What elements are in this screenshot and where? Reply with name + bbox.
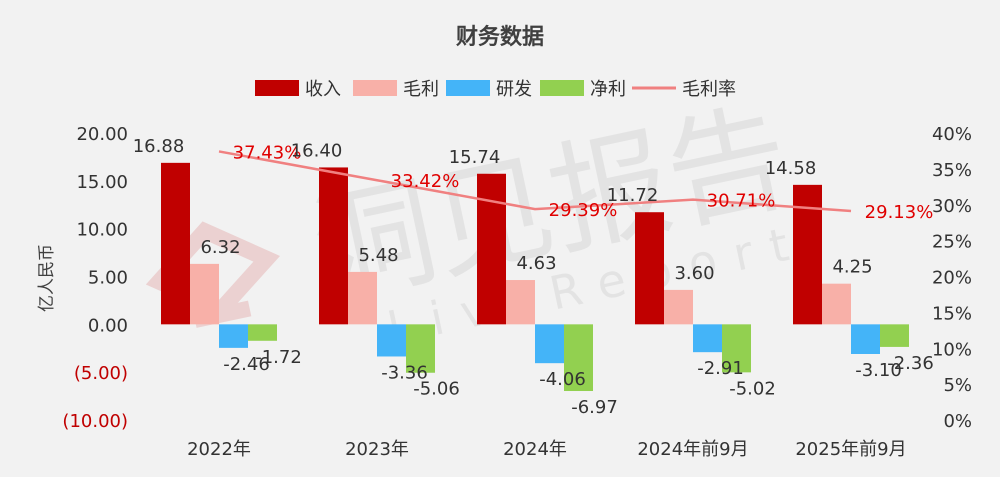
bar-label-0-1: 16.40 <box>291 140 343 161</box>
bar-labels: 16.88 6.32 -2.46-1.72 16.40 5.48 -3.36-5.06 15… <box>133 136 934 418</box>
bar-0-2 <box>477 173 506 325</box>
bar-label-1-2: 4.63 <box>516 253 556 274</box>
right-tick-label: 10% <box>932 339 972 360</box>
bar-2-1 <box>377 324 406 357</box>
left-tick-label: 15.00 <box>76 172 128 193</box>
left-tick-label: (5.00) <box>74 363 128 384</box>
bar-label-0-2: 15.74 <box>449 147 501 168</box>
legend: 收入 毛利 研发 净利 毛利率 <box>255 79 736 100</box>
bar-1-1 <box>348 271 377 325</box>
bar-label-3-4: -2.36 <box>887 353 934 374</box>
margin-label-3: 30.71% <box>707 191 776 212</box>
legend-label-0: 收入 <box>305 79 341 100</box>
bar-0-4 <box>793 184 822 325</box>
bar-label-0-4: 14.58 <box>765 158 817 179</box>
bar-label-2-0: -2.46 <box>223 354 270 375</box>
x-tick-label: 2024年前9月 <box>637 439 748 460</box>
margin-line: 37.43% 33.42% 29.39% 30.71% 29.13% <box>218 142 934 223</box>
bar-0-1 <box>319 167 348 325</box>
x-tick-label: 2023年 <box>345 439 409 460</box>
bar-label-3-3: -5.02 <box>729 378 776 399</box>
margin-line-path <box>218 150 852 213</box>
bar-label-1-4: 4.25 <box>832 257 872 278</box>
bar-label-1-0: 6.32 <box>200 237 240 258</box>
bar-0-3 <box>635 212 664 325</box>
left-tick-label: 0.00 <box>88 315 128 336</box>
right-tick-label: 40% <box>932 124 972 145</box>
chart-title: 财务数据 <box>456 24 544 50</box>
legend-label-3: 净利 <box>590 79 626 100</box>
right-tick-label: 5% <box>943 375 972 396</box>
bar-3-4 <box>880 324 909 347</box>
bar-2-0 <box>219 324 248 348</box>
left-axis-ticks: 20.00 15.00 10.00 5.00 0.00 (5.00) (10.00) <box>62 124 128 432</box>
y-axis-label: 亿人民币 <box>37 244 57 312</box>
left-tick-label: 10.00 <box>76 220 128 241</box>
margin-label-4: 29.13% <box>865 202 934 223</box>
bar-2-2 <box>535 324 564 364</box>
bar-1-4 <box>822 283 851 325</box>
right-tick-label: 35% <box>932 160 972 181</box>
bar-2-3 <box>693 324 722 353</box>
bar-label-3-0: -1.72 <box>255 347 302 368</box>
bar-3-0 <box>248 324 277 341</box>
right-tick-label: 20% <box>932 268 972 289</box>
bar-2-4 <box>851 324 880 354</box>
right-tick-label: 30% <box>932 196 972 217</box>
right-tick-label: 25% <box>932 232 972 253</box>
left-tick-label: 20.00 <box>76 124 128 145</box>
bar-0-0 <box>161 162 190 325</box>
margin-label-2: 29.39% <box>549 200 618 221</box>
bar-1-0 <box>190 263 219 325</box>
bar-label-2-3: -2.91 <box>697 358 744 379</box>
bar-label-2-2: -4.06 <box>539 369 586 390</box>
bar-label-1-3: 3.60 <box>674 263 714 284</box>
left-tick-label: 5.00 <box>88 268 128 289</box>
x-tick-label: 2022年 <box>187 439 251 460</box>
bar-3-3 <box>722 324 751 373</box>
bar-3-1 <box>406 324 435 373</box>
x-axis-labels: 2022年 2023年 2024年 2024年前9月 2025年前9月 <box>187 439 907 460</box>
bar-label-1-1: 5.48 <box>358 245 398 266</box>
right-axis-ticks: 40% 35% 30% 25% 20% 15% 10% 5% 0% <box>932 124 972 432</box>
x-tick-label: 2024年 <box>503 439 567 460</box>
legend-label-4: 毛利率 <box>682 79 736 100</box>
legend-label-1: 毛利 <box>403 79 439 100</box>
bars <box>161 162 909 392</box>
legend-label-2: 研发 <box>496 79 532 100</box>
margin-label-0: 37.43% <box>233 142 302 163</box>
right-tick-label: 15% <box>932 303 972 324</box>
legend-swatch-1 <box>353 80 397 96</box>
legend-swatch-2 <box>446 80 490 96</box>
left-tick-label: (10.00) <box>62 411 128 432</box>
x-tick-label: 2025年前9月 <box>795 439 906 460</box>
bar-label-3-2: -6.97 <box>571 397 618 418</box>
right-tick-label: 0% <box>943 411 972 432</box>
bar-label-2-4: -3.10 <box>855 360 902 381</box>
bar-1-3 <box>664 289 693 325</box>
bar-label-2-1: -3.36 <box>381 362 428 383</box>
bar-3-2 <box>564 324 593 392</box>
legend-swatch-0 <box>255 80 299 96</box>
bar-label-3-1: -5.06 <box>413 379 460 400</box>
bar-label-0-0: 16.88 <box>133 136 185 157</box>
margin-label-1: 33.42% <box>391 171 460 192</box>
legend-swatch-3 <box>540 80 584 96</box>
bar-1-2 <box>506 280 535 325</box>
bar-label-0-3: 11.72 <box>607 185 659 206</box>
